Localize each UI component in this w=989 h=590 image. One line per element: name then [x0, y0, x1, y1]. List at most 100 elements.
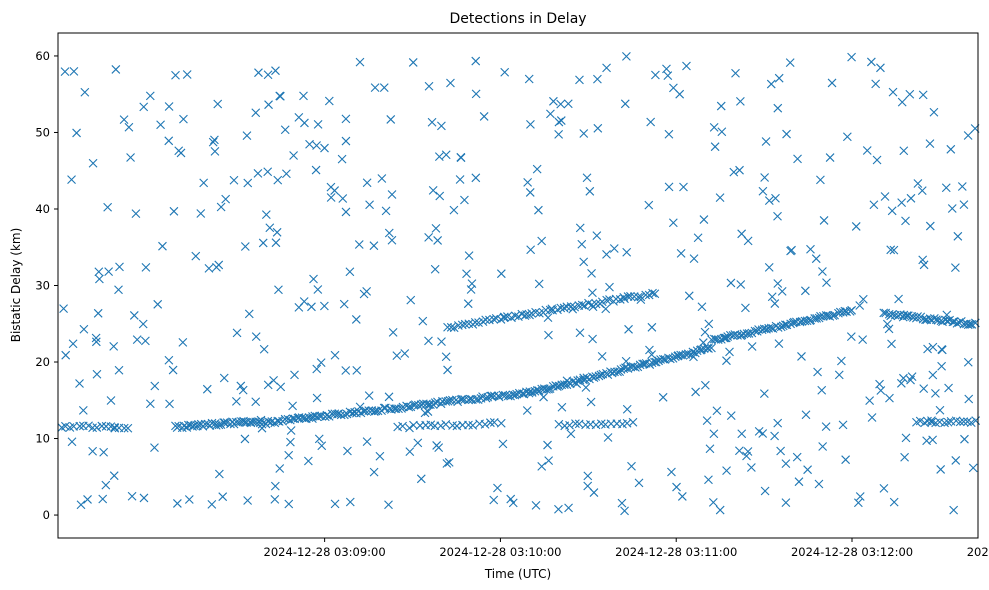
- scatter-point: [818, 267, 827, 276]
- scatter-point: [172, 499, 182, 508]
- scatter-point: [774, 73, 784, 83]
- scatter-point: [867, 413, 877, 422]
- scatter-point: [587, 268, 596, 278]
- scatter-point: [836, 356, 846, 366]
- scatter-point: [880, 192, 890, 201]
- x-tick-label: 2024-12-28 03:12:00: [791, 545, 913, 559]
- scatter-point: [941, 315, 950, 325]
- scatter-point: [379, 83, 389, 92]
- scatter-point: [312, 393, 322, 403]
- scatter-point: [384, 392, 394, 402]
- scatter-point: [481, 315, 491, 325]
- scatter-point: [906, 375, 915, 385]
- scatter-point: [341, 366, 351, 375]
- scatter-point: [362, 287, 372, 296]
- scatter-point: [698, 338, 708, 347]
- scatter-point: [628, 417, 638, 427]
- scatter-point: [889, 245, 899, 255]
- scatter-point: [348, 408, 357, 418]
- scatter-point: [842, 307, 851, 317]
- scatter-point: [735, 97, 745, 106]
- scatter-point: [887, 206, 897, 216]
- scatter-point: [115, 262, 124, 272]
- scatter-point: [959, 417, 969, 426]
- scatter-point: [683, 349, 693, 359]
- scatter-point: [917, 186, 927, 195]
- scatter-point: [663, 71, 673, 80]
- scatter-point: [963, 320, 973, 330]
- scatter-point: [955, 417, 965, 427]
- scatter-point: [777, 287, 787, 296]
- scatter-point: [918, 90, 928, 100]
- scatter-point: [524, 74, 534, 84]
- scatter-point: [449, 323, 459, 333]
- scatter-point: [846, 332, 856, 342]
- scatter-point: [622, 247, 632, 257]
- scatter-point: [707, 343, 716, 353]
- scatter-point: [672, 482, 681, 492]
- scatter-point: [559, 303, 569, 313]
- scatter-point: [638, 359, 647, 369]
- scatter-point: [453, 321, 463, 330]
- scatter-point: [758, 429, 768, 438]
- scatter-point: [609, 244, 619, 253]
- scatter-point: [324, 96, 334, 106]
- scatter-point: [272, 227, 282, 237]
- scatter-point: [534, 205, 543, 215]
- scatter-point: [312, 141, 321, 150]
- scatter-point: [442, 459, 452, 468]
- scatter-point: [405, 447, 415, 457]
- scatter-point: [794, 477, 804, 487]
- scatter-point: [330, 350, 340, 360]
- scatter-point: [377, 174, 387, 183]
- scatter-point: [319, 301, 329, 311]
- scatter-point: [126, 153, 135, 162]
- scatter-point: [341, 136, 351, 146]
- scatter-point: [906, 193, 916, 203]
- scatter-point: [534, 279, 544, 289]
- scatter-point: [139, 493, 149, 503]
- scatter-point: [240, 242, 250, 251]
- scatter-point: [341, 114, 351, 124]
- scatter-point: [141, 262, 151, 272]
- scatter-point: [566, 302, 576, 311]
- scatter-point: [922, 436, 931, 446]
- scatter-point: [251, 108, 261, 118]
- x-tick-label: 2024-12-28 03:09:00: [264, 545, 386, 559]
- scatter-point: [351, 315, 361, 324]
- scatter-point: [935, 405, 945, 415]
- scatter-point: [214, 260, 224, 270]
- scatter-point: [489, 495, 499, 505]
- scatter-point: [164, 136, 174, 146]
- scatter-point: [950, 263, 960, 273]
- scatter-point: [547, 304, 557, 314]
- scatter-point: [94, 267, 104, 277]
- scatter-point: [487, 391, 497, 401]
- scatter-point: [668, 218, 678, 228]
- scatter-point: [927, 416, 936, 426]
- scatter-point: [405, 423, 414, 433]
- scatter-point: [123, 423, 133, 433]
- scatter-point: [821, 422, 831, 431]
- scatter-point: [746, 463, 756, 472]
- scatter-point: [709, 334, 719, 344]
- scatter-point: [496, 418, 506, 428]
- scatter-point: [93, 308, 103, 318]
- scatter-point: [723, 332, 733, 341]
- scatter-point: [164, 102, 174, 111]
- scatter-point: [259, 344, 269, 354]
- scatter-point: [816, 175, 825, 185]
- scatter-point: [362, 178, 372, 188]
- scatter-point: [588, 288, 597, 298]
- scatter-point: [468, 421, 478, 430]
- scatter-point: [737, 229, 747, 239]
- scatter-point: [97, 421, 107, 431]
- scatter-point: [577, 239, 587, 249]
- scatter-point: [127, 491, 137, 501]
- scatter-point: [554, 419, 564, 429]
- scatter-point: [957, 182, 967, 191]
- scatter-point: [691, 387, 701, 397]
- scatter-point: [464, 251, 474, 260]
- scatter-point: [715, 193, 725, 203]
- scatter-point: [904, 311, 913, 321]
